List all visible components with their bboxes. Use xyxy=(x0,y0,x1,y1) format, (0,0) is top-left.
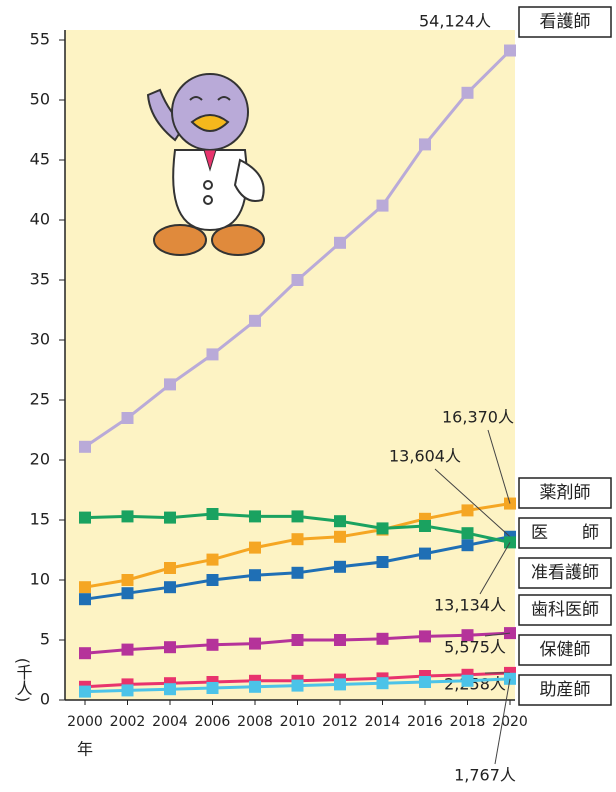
x-tick-label: 2000 xyxy=(67,714,103,730)
point xyxy=(377,556,389,568)
point xyxy=(462,504,474,516)
point xyxy=(122,587,134,599)
x-tick-label: 2012 xyxy=(322,714,358,730)
point xyxy=(334,634,346,646)
point xyxy=(207,639,219,651)
value-label: 5,575人 xyxy=(444,638,506,657)
y-axis-label: (千人) xyxy=(14,658,33,702)
point xyxy=(207,574,219,586)
legend-label: 准看護師 xyxy=(531,563,599,583)
x-axis-label: 年 xyxy=(77,740,93,759)
point xyxy=(79,647,91,659)
point xyxy=(122,644,134,656)
value-label: 13,134人 xyxy=(434,596,506,615)
point xyxy=(79,593,91,605)
point xyxy=(249,542,261,554)
x-tick-label: 2018 xyxy=(450,714,486,730)
value-label: 2,258人 xyxy=(444,675,506,694)
point xyxy=(377,522,389,534)
x-tick-label: 2020 xyxy=(492,714,528,730)
point xyxy=(334,237,346,249)
point xyxy=(122,510,134,522)
point xyxy=(249,315,261,327)
point xyxy=(334,515,346,527)
point xyxy=(79,581,91,593)
value-label: 54,124人 xyxy=(419,12,491,31)
y-tick-label: 20 xyxy=(30,450,50,469)
point xyxy=(79,686,91,698)
point xyxy=(419,630,431,642)
y-tick-label: 5 xyxy=(40,630,50,649)
point xyxy=(164,683,176,695)
legend-label: 薬剤師 xyxy=(540,483,591,503)
point xyxy=(207,554,219,566)
point xyxy=(292,680,304,692)
point xyxy=(377,200,389,212)
point xyxy=(164,581,176,593)
point xyxy=(122,684,134,696)
point xyxy=(207,348,219,360)
point xyxy=(292,274,304,286)
y-tick-label: 30 xyxy=(30,330,50,349)
point xyxy=(164,641,176,653)
point xyxy=(122,412,134,424)
point xyxy=(79,441,91,453)
chart: (千人) 年 0 5 10 15 20 25 30 35 40 45 50 55 2000 2002 200… xyxy=(0,0,616,792)
point xyxy=(462,527,474,539)
point xyxy=(292,510,304,522)
point xyxy=(249,638,261,650)
y-tick-label: 25 xyxy=(30,390,50,409)
point xyxy=(334,678,346,690)
point xyxy=(334,561,346,573)
legend-label: 歯科医師 xyxy=(531,600,599,620)
point xyxy=(334,531,346,543)
x-tick-label: 2006 xyxy=(195,714,231,730)
point xyxy=(164,562,176,574)
point xyxy=(377,677,389,689)
legend-label: 助産師 xyxy=(540,680,591,700)
point xyxy=(249,681,261,693)
point xyxy=(504,45,516,57)
y-tick-label: 10 xyxy=(30,570,50,589)
point xyxy=(249,569,261,581)
point xyxy=(377,633,389,645)
y-tick-label: 35 xyxy=(30,270,50,289)
point xyxy=(419,548,431,560)
x-tick-label: 2002 xyxy=(110,714,146,730)
y-tick-label: 0 xyxy=(40,690,50,709)
y-tick-label: 50 xyxy=(30,90,50,109)
point xyxy=(207,682,219,694)
point xyxy=(292,634,304,646)
y-tick-label: 40 xyxy=(30,210,50,229)
legend-label: 保健師 xyxy=(540,640,591,660)
value-label: 13,604人 xyxy=(389,447,461,466)
point xyxy=(122,574,134,586)
value-label: 1,767人 xyxy=(454,766,516,785)
x-tick-label: 2008 xyxy=(237,714,273,730)
point xyxy=(292,567,304,579)
x-tick-label: 2016 xyxy=(407,714,443,730)
y-tick-label: 55 xyxy=(30,30,50,49)
point xyxy=(292,533,304,545)
x-tick-label: 2004 xyxy=(152,714,188,730)
point xyxy=(462,87,474,99)
value-label: 16,370人 xyxy=(442,408,514,427)
point xyxy=(207,508,219,520)
legend-label: 看護師 xyxy=(540,12,591,32)
point xyxy=(462,539,474,551)
point xyxy=(462,675,474,687)
point xyxy=(419,520,431,532)
y-tick-label: 45 xyxy=(30,150,50,169)
x-tick-label: 2010 xyxy=(280,714,316,730)
point xyxy=(419,138,431,150)
point xyxy=(419,676,431,688)
y-tick-label: 15 xyxy=(30,510,50,529)
point xyxy=(79,512,91,524)
point xyxy=(249,510,261,522)
point xyxy=(164,378,176,390)
legend-label: 医 師 xyxy=(531,523,599,543)
x-tick-label: 2014 xyxy=(365,714,401,730)
point xyxy=(164,512,176,524)
